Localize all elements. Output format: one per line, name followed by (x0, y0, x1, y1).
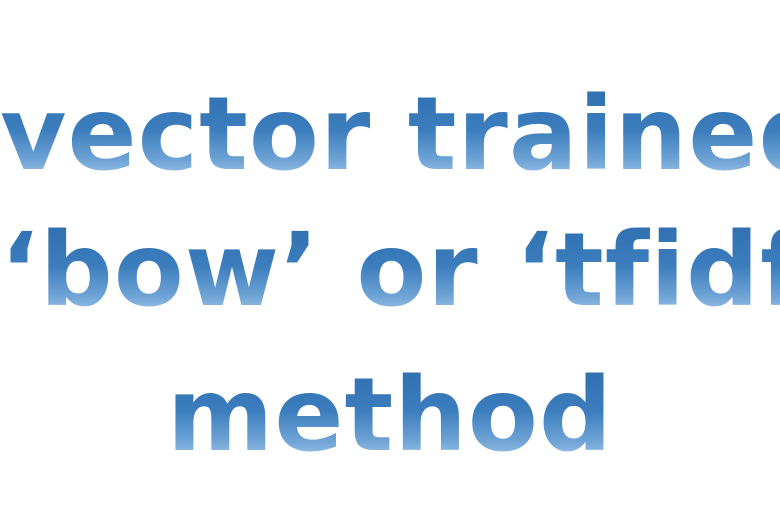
word-art-line-1: vector trained by (0, 84, 780, 186)
word-art-line-3: method (0, 365, 780, 467)
word-art-line-2: ‘bow’ or ‘tfidf’ (0, 211, 780, 330)
